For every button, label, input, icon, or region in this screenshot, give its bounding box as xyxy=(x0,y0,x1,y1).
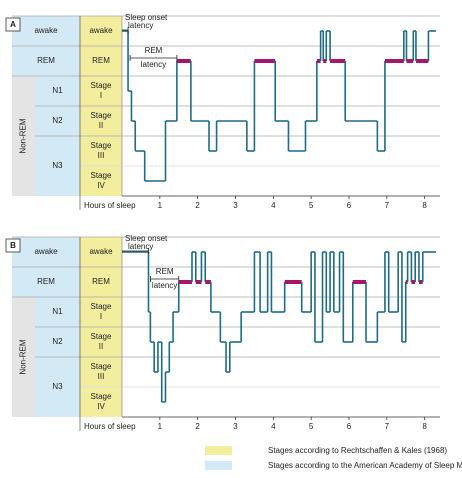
rk-label: Stage I xyxy=(91,302,112,321)
onset-label: Sleep onset xyxy=(125,13,168,22)
rk-label-line: Stage xyxy=(91,171,112,180)
rk-label-line: Stage xyxy=(91,302,112,311)
panel-label: B xyxy=(10,241,16,250)
group-label: Non-REM xyxy=(19,118,28,153)
x-tick-label: 5 xyxy=(309,422,314,431)
rk-label: Stage IV xyxy=(91,392,112,411)
rem-latency-label: REM xyxy=(145,46,163,55)
rk-label: awake xyxy=(89,247,113,256)
panel-box xyxy=(5,17,21,32)
rk-label: Stage IV xyxy=(91,171,112,190)
aasm-label: awake xyxy=(34,26,58,35)
rem-latency-label: latency xyxy=(152,281,177,290)
rk-label-line: Stage xyxy=(91,111,112,120)
onset-label: latency xyxy=(128,21,153,30)
x-tick-label: 7 xyxy=(385,201,390,210)
rk-label-line: Stage xyxy=(91,362,112,371)
rem-latency-label: REM xyxy=(156,267,174,276)
rk-label-line: III xyxy=(98,372,105,381)
rk-label: Stage I xyxy=(91,81,112,100)
rk-label: Stage III xyxy=(91,141,112,160)
rk-label-line: Stage xyxy=(91,81,112,90)
x-tick-label: 4 xyxy=(271,201,276,210)
rk-label: Stage II xyxy=(91,111,112,130)
x-tick-label: 1 xyxy=(158,422,163,431)
x-tick-label: 3 xyxy=(233,422,238,431)
non-rem-column xyxy=(12,76,35,196)
x-axis-label: Hours of sleep xyxy=(84,422,136,431)
rk-label: Stage III xyxy=(91,362,112,381)
x-tick-label: 8 xyxy=(422,422,427,431)
rk-label-line: Stage xyxy=(91,392,112,401)
aasm-label: N2 xyxy=(52,337,63,346)
aasm-label: N3 xyxy=(52,382,63,391)
rk-label-line: II xyxy=(99,342,103,351)
aasm-label: N1 xyxy=(52,86,63,95)
rk-label: awake xyxy=(89,26,113,35)
aasm-label: N3 xyxy=(52,161,63,170)
x-tick-label: 5 xyxy=(309,201,314,210)
rk-label-line: I xyxy=(100,312,102,321)
x-tick-label: 3 xyxy=(233,201,238,210)
rk-label-line: Stage xyxy=(91,141,112,150)
x-tick-label: 2 xyxy=(195,201,200,210)
x-tick-label: 8 xyxy=(422,201,427,210)
x-axis-label: Hours of sleep xyxy=(84,201,136,210)
rk-label-line: III xyxy=(98,151,105,160)
panel-label: A xyxy=(10,20,16,29)
non-rem-column xyxy=(12,297,35,417)
rem-latency-label: latency xyxy=(141,60,166,69)
legend-label: Stages according to Rechtschaffen & Kale… xyxy=(268,446,447,455)
x-tick-label: 2 xyxy=(195,422,200,431)
panel-box xyxy=(5,238,21,253)
legend-swatch xyxy=(205,446,232,455)
rk-label: REM xyxy=(92,277,110,286)
x-tick-label: 4 xyxy=(271,422,276,431)
aasm-label: awake xyxy=(34,247,58,256)
legend-label: Stages according to the American Academy… xyxy=(268,461,462,470)
rk-label-line: IV xyxy=(97,181,105,190)
aasm-label: REM xyxy=(37,56,55,65)
onset-label: Sleep onset xyxy=(125,234,168,243)
group-label: Non-REM xyxy=(19,339,28,374)
rk-label: REM xyxy=(92,56,110,65)
x-tick-label: 7 xyxy=(385,422,390,431)
rk-label-line: II xyxy=(99,121,103,130)
aasm-label: N2 xyxy=(52,116,63,125)
rk-label: Stage II xyxy=(91,332,112,351)
rk-label-line: Stage xyxy=(91,332,112,341)
legend-swatch xyxy=(205,461,232,470)
aasm-label: N1 xyxy=(52,307,63,316)
x-tick-label: 1 xyxy=(158,201,163,210)
x-tick-label: 6 xyxy=(347,201,352,210)
rk-label-line: IV xyxy=(97,402,105,411)
onset-label: latency xyxy=(128,242,153,251)
x-tick-label: 6 xyxy=(347,422,352,431)
rk-label-line: I xyxy=(100,91,102,100)
aasm-label: REM xyxy=(37,277,55,286)
